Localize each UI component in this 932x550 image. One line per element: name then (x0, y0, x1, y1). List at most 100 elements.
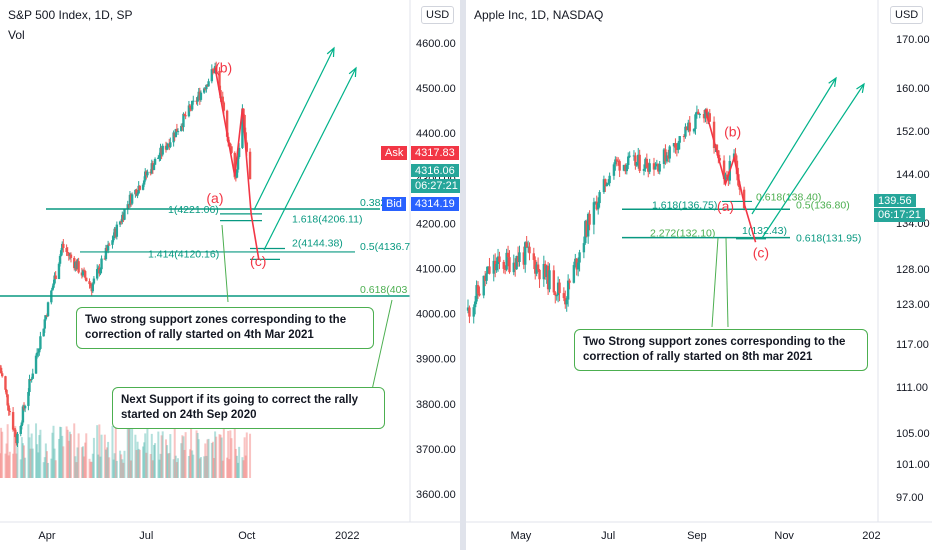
volume-bar (181, 435, 184, 478)
volume-bar (213, 458, 216, 478)
projection-arrow-head (326, 46, 335, 58)
candle-body (202, 88, 206, 93)
candle-body (207, 81, 210, 87)
candle-body (647, 167, 650, 172)
note-connector (221, 224, 229, 303)
volume-bar (14, 425, 17, 478)
candle-body (174, 128, 178, 138)
aapl-chart-pane[interactable]: 170.00 160.00 152.00 144.00 134.00 128.00 123.… (466, 0, 932, 550)
candle-body (493, 260, 497, 271)
volume-bar (157, 431, 160, 478)
aapl-currency-button[interactable]: USD (890, 6, 924, 24)
candle-body (625, 165, 628, 172)
volume-bar (119, 450, 122, 478)
spx-support-note: Two strong support zones corresponding t… (76, 307, 374, 349)
volume-bar (196, 432, 199, 478)
candle-body (21, 406, 25, 423)
projection-arrow (761, 83, 865, 239)
candle-body (478, 293, 481, 296)
volume-bar (166, 445, 169, 478)
candle-body (82, 270, 86, 272)
candle-body (180, 125, 183, 132)
y-tick-label: 3700.00 (416, 444, 456, 456)
x-tick-label: 2022 (335, 530, 359, 542)
candle-body (638, 154, 641, 171)
candle-body (118, 221, 122, 225)
spx-currency-button[interactable]: USD (421, 6, 455, 24)
candle-body (608, 175, 611, 184)
volume-bar (151, 460, 154, 478)
candle-body (123, 209, 126, 220)
volume-bar (234, 448, 237, 478)
aapl-title[interactable]: Apple Inc, 1D, NASDAQ (474, 8, 604, 22)
candle-body (175, 128, 179, 132)
spx-title[interactable]: S&P 500 Index, 1D, SP (8, 8, 133, 22)
candle-body (546, 265, 550, 290)
volume-bar (60, 427, 63, 478)
x-tick-label: Sep (687, 530, 707, 542)
candle-body (190, 100, 194, 110)
volume-bar (28, 437, 31, 478)
volume-bar (0, 427, 3, 478)
candle-body (664, 149, 667, 162)
candle-body (483, 275, 487, 281)
volume-bar (6, 424, 9, 478)
candle-body (534, 259, 537, 274)
candle-body (515, 256, 518, 270)
candle-body (30, 378, 33, 380)
volume-bar (90, 461, 93, 478)
volume-bar (1, 431, 4, 478)
volume-bar (187, 455, 190, 478)
ask-value-tag: 4317.83 (411, 146, 459, 160)
volume-bar (169, 434, 172, 478)
volume-bar (50, 458, 53, 478)
volume-bar (168, 453, 171, 478)
volume-bar (152, 444, 155, 478)
volume-bar (120, 454, 123, 478)
volume-label[interactable]: Vol (8, 28, 25, 42)
aapl-chart[interactable]: 170.00160.00152.00144.00134.00128.00123.… (466, 0, 932, 550)
candle-body (135, 189, 138, 196)
candle-body (526, 246, 530, 248)
y-tick-label: 160.00 (896, 83, 930, 95)
candle-body (694, 114, 697, 129)
volume-bar (35, 423, 38, 478)
volume-bar (47, 462, 50, 478)
volume-bar (145, 452, 148, 478)
volume-bar (54, 460, 57, 478)
candle-body (715, 144, 719, 151)
candle-body (632, 155, 636, 157)
volume-bar (245, 432, 248, 478)
volume-bar (183, 449, 186, 478)
candle-body (564, 298, 567, 305)
volume-bar (219, 434, 222, 478)
candle-body (734, 153, 737, 161)
spx-chart-pane[interactable]: 4600.004500.004400.004300.004200.004100.… (0, 0, 460, 550)
candle-body (545, 265, 548, 278)
candle-body (37, 352, 40, 354)
candle-body (237, 147, 241, 158)
y-tick-label: 4000.00 (416, 309, 456, 321)
x-tick-label: May (511, 530, 532, 542)
candle-body (482, 275, 485, 296)
volume-bar (36, 444, 39, 478)
spx-chart[interactable]: 4600.004500.004400.004300.004200.004100.… (0, 0, 460, 550)
volume-bar (197, 439, 200, 478)
candle-body (644, 158, 647, 169)
candle-body (584, 221, 587, 244)
volume-bar (128, 426, 131, 478)
candle-body (572, 265, 576, 283)
note-connector (711, 237, 719, 328)
elliott-wave-line (704, 109, 757, 243)
candle-body (596, 203, 600, 210)
candle-body (684, 126, 687, 137)
pane-divider[interactable] (460, 0, 466, 550)
projection-arrow (253, 47, 335, 211)
candle-body (59, 250, 63, 256)
volume-bar (45, 451, 48, 478)
candle-body (245, 142, 248, 152)
projection-arrow (751, 77, 837, 215)
candle-body (62, 243, 65, 248)
x-tick-label: Jul (139, 530, 153, 542)
candle-body (107, 244, 111, 246)
